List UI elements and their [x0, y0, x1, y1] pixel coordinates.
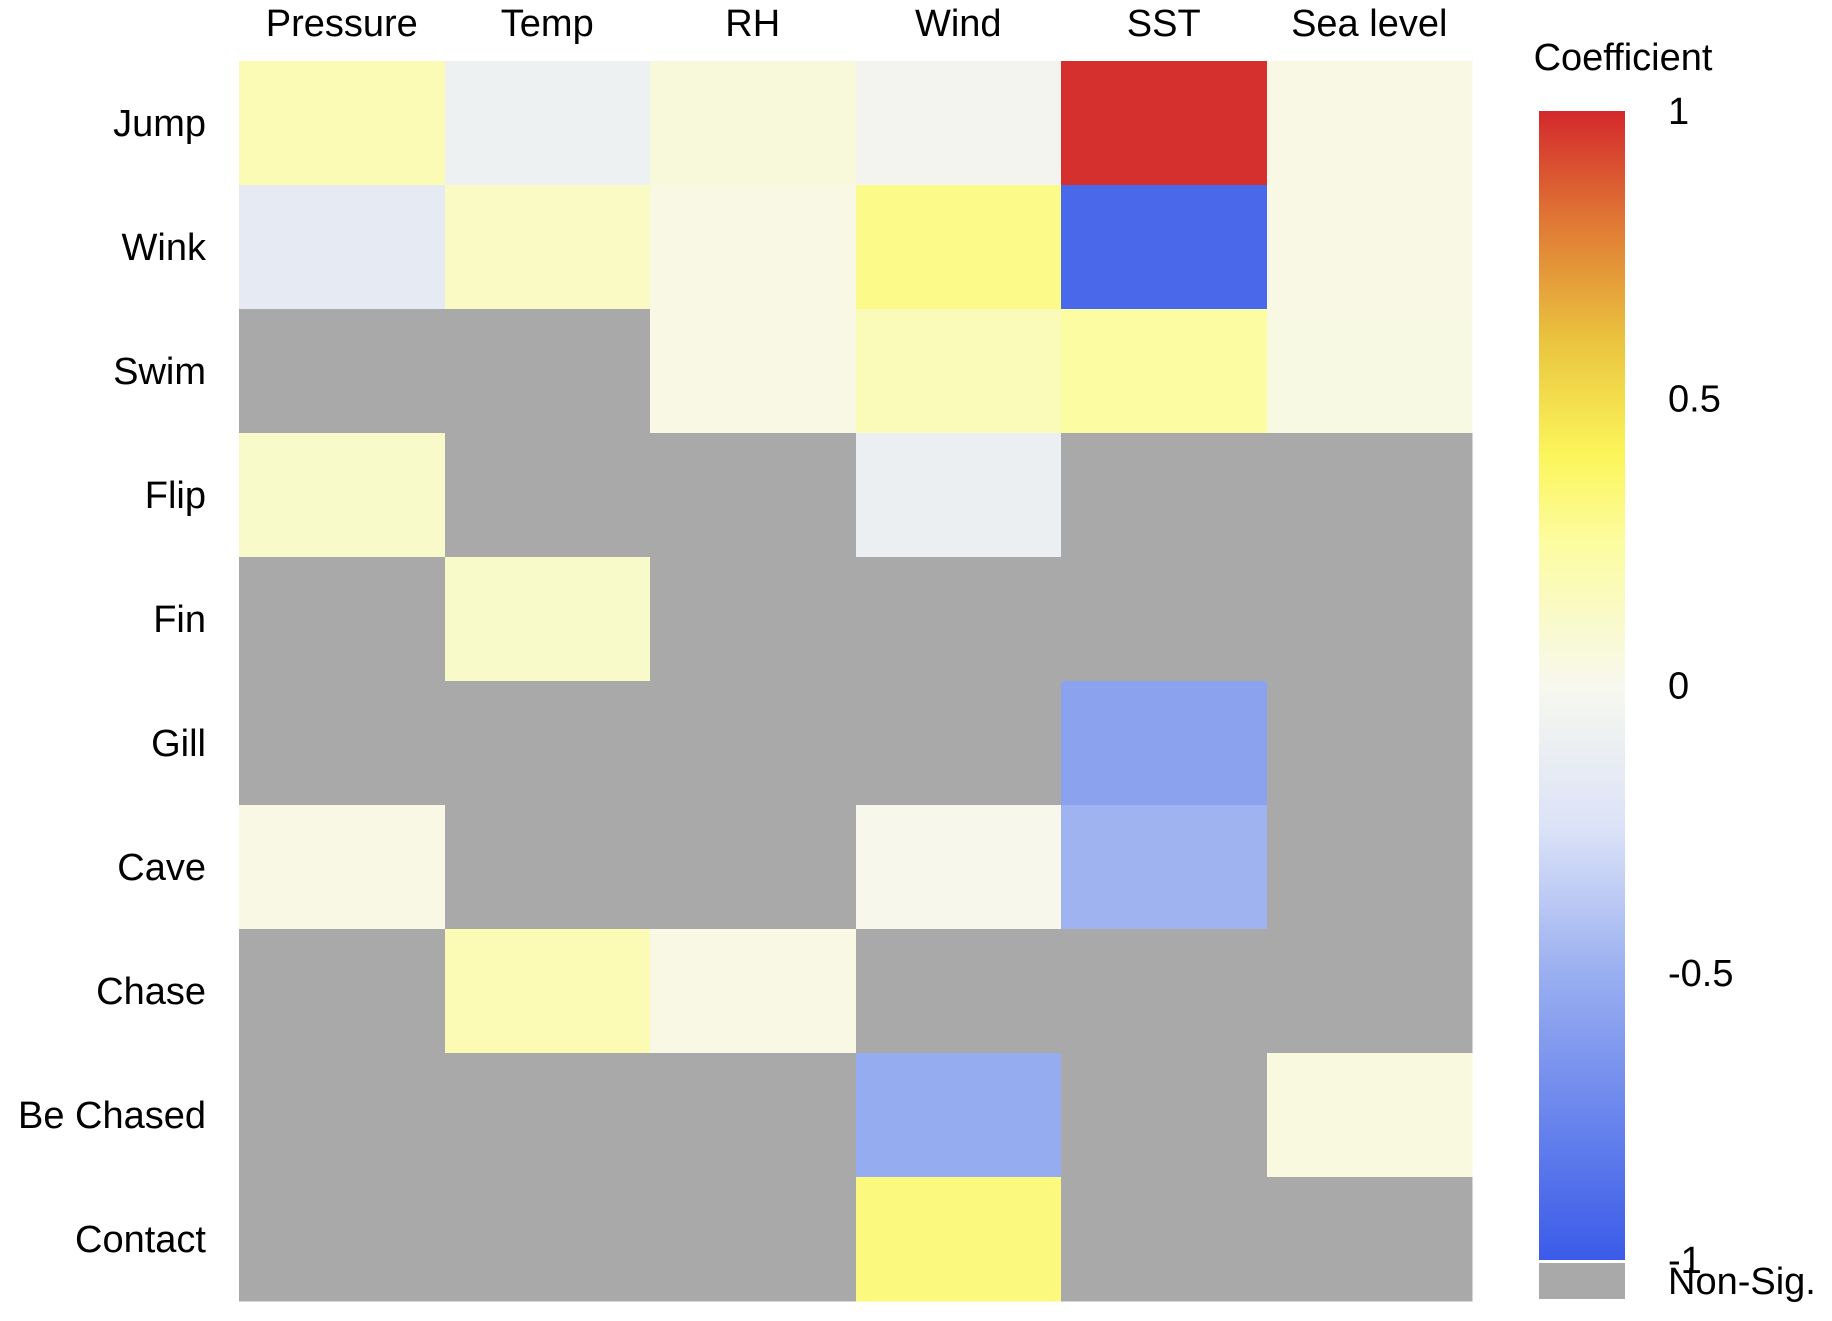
colorbar-tick-label: -1	[1668, 1240, 1702, 1282]
cell-be-chased-sea-level	[1267, 1053, 1473, 1178]
colorbar-tick-label: 0.5	[1668, 378, 1721, 420]
column-label-sst: SST	[1127, 3, 1201, 45]
column-labels: Pressure Temp RH Wind SST Sea level	[266, 3, 1448, 45]
cell-cave-temp	[445, 805, 651, 930]
cell-contact-sea-level	[1267, 1177, 1473, 1302]
cell-fin-rh	[650, 557, 857, 682]
colorbar	[1539, 111, 1625, 1260]
row-label-contact: Contact	[75, 1219, 206, 1261]
cell-wink-pressure	[239, 185, 446, 310]
cell-swim-sst	[1061, 309, 1268, 434]
colorbar-tick-labels: 1 0.5 0 -0.5 -1	[1668, 91, 1733, 1282]
cell-jump-sst	[1061, 61, 1268, 186]
row-label-flip: Flip	[145, 475, 206, 517]
cell-flip-sea-level	[1267, 433, 1473, 558]
cell-flip-wind	[856, 433, 1062, 558]
cell-jump-temp	[445, 61, 651, 186]
cell-contact-temp	[445, 1177, 651, 1302]
heatmap-cells	[239, 61, 1473, 1302]
cell-chase-rh	[650, 929, 857, 1054]
column-label-wind: Wind	[915, 3, 1002, 45]
cell-cave-wind	[856, 805, 1062, 930]
cell-be-chased-rh	[650, 1053, 857, 1178]
column-label-sea-level: Sea level	[1291, 3, 1447, 45]
cell-wink-rh	[650, 185, 857, 310]
row-label-jump: Jump	[113, 103, 206, 145]
cell-fin-sst	[1061, 557, 1268, 682]
colorbar-legend: Coefficient Non-Sig. 1 0.5 0 -0.5 -1	[1534, 37, 1816, 1303]
cell-contact-rh	[650, 1177, 857, 1302]
cell-gill-wind	[856, 681, 1062, 806]
row-label-fin: Fin	[153, 599, 206, 641]
cell-cave-rh	[650, 805, 857, 930]
cell-wink-sea-level	[1267, 185, 1473, 310]
cell-jump-sea-level	[1267, 61, 1473, 186]
cell-gill-sea-level	[1267, 681, 1473, 806]
column-label-rh: RH	[725, 3, 780, 45]
cell-cave-pressure	[239, 805, 446, 930]
column-label-temp: Temp	[501, 3, 594, 45]
cell-flip-temp	[445, 433, 651, 558]
cell-fin-pressure	[239, 557, 446, 682]
cell-gill-temp	[445, 681, 651, 806]
cell-chase-sst	[1061, 929, 1268, 1054]
cell-swim-sea-level	[1267, 309, 1473, 434]
cell-fin-sea-level	[1267, 557, 1473, 682]
cell-swim-pressure	[239, 309, 446, 434]
cell-jump-wind	[856, 61, 1062, 186]
cell-cave-sea-level	[1267, 805, 1473, 930]
cell-be-chased-sst	[1061, 1053, 1268, 1178]
cell-chase-sea-level	[1267, 929, 1473, 1054]
colorbar-tick-label: 0	[1668, 666, 1689, 708]
cell-flip-rh	[650, 433, 857, 558]
cell-be-chased-temp	[445, 1053, 651, 1178]
row-label-cave: Cave	[117, 847, 206, 889]
cell-chase-temp	[445, 929, 651, 1054]
cell-jump-pressure	[239, 61, 446, 186]
cell-contact-wind	[856, 1177, 1062, 1302]
colorbar-tick-label: 1	[1668, 91, 1689, 133]
cell-fin-wind	[856, 557, 1062, 682]
cell-cave-sst	[1061, 805, 1268, 930]
row-label-wink: Wink	[122, 227, 207, 269]
cell-chase-wind	[856, 929, 1062, 1054]
cell-chase-pressure	[239, 929, 446, 1054]
cell-swim-temp	[445, 309, 651, 434]
row-label-be-chased: Be Chased	[18, 1095, 206, 1137]
cell-wink-wind	[856, 185, 1062, 310]
cell-gill-pressure	[239, 681, 446, 806]
non-sig-label: Non-Sig.	[1668, 1261, 1816, 1303]
cell-wink-sst	[1061, 185, 1268, 310]
row-label-swim: Swim	[113, 351, 206, 393]
legend-title: Coefficient	[1534, 37, 1713, 79]
cell-gill-sst	[1061, 681, 1268, 806]
row-label-gill: Gill	[151, 723, 206, 765]
cell-be-chased-pressure	[239, 1053, 446, 1178]
cell-be-chased-wind	[856, 1053, 1062, 1178]
cell-jump-rh	[650, 61, 857, 186]
row-label-chase: Chase	[96, 971, 206, 1013]
cell-wink-temp	[445, 185, 651, 310]
cell-gill-rh	[650, 681, 857, 806]
cell-swim-wind	[856, 309, 1062, 434]
cell-contact-sst	[1061, 1177, 1268, 1302]
row-labels: Jump Wink Swim Flip Fin Gill Cave Chase Be Chase…	[18, 103, 207, 1261]
colorbar-tick-label: -0.5	[1668, 953, 1733, 995]
cell-flip-pressure	[239, 433, 446, 558]
cell-flip-sst	[1061, 433, 1268, 558]
cell-swim-rh	[650, 309, 857, 434]
cell-contact-pressure	[239, 1177, 446, 1302]
cell-fin-temp	[445, 557, 651, 682]
column-label-pressure: Pressure	[266, 3, 418, 45]
non-sig-swatch	[1539, 1263, 1625, 1299]
